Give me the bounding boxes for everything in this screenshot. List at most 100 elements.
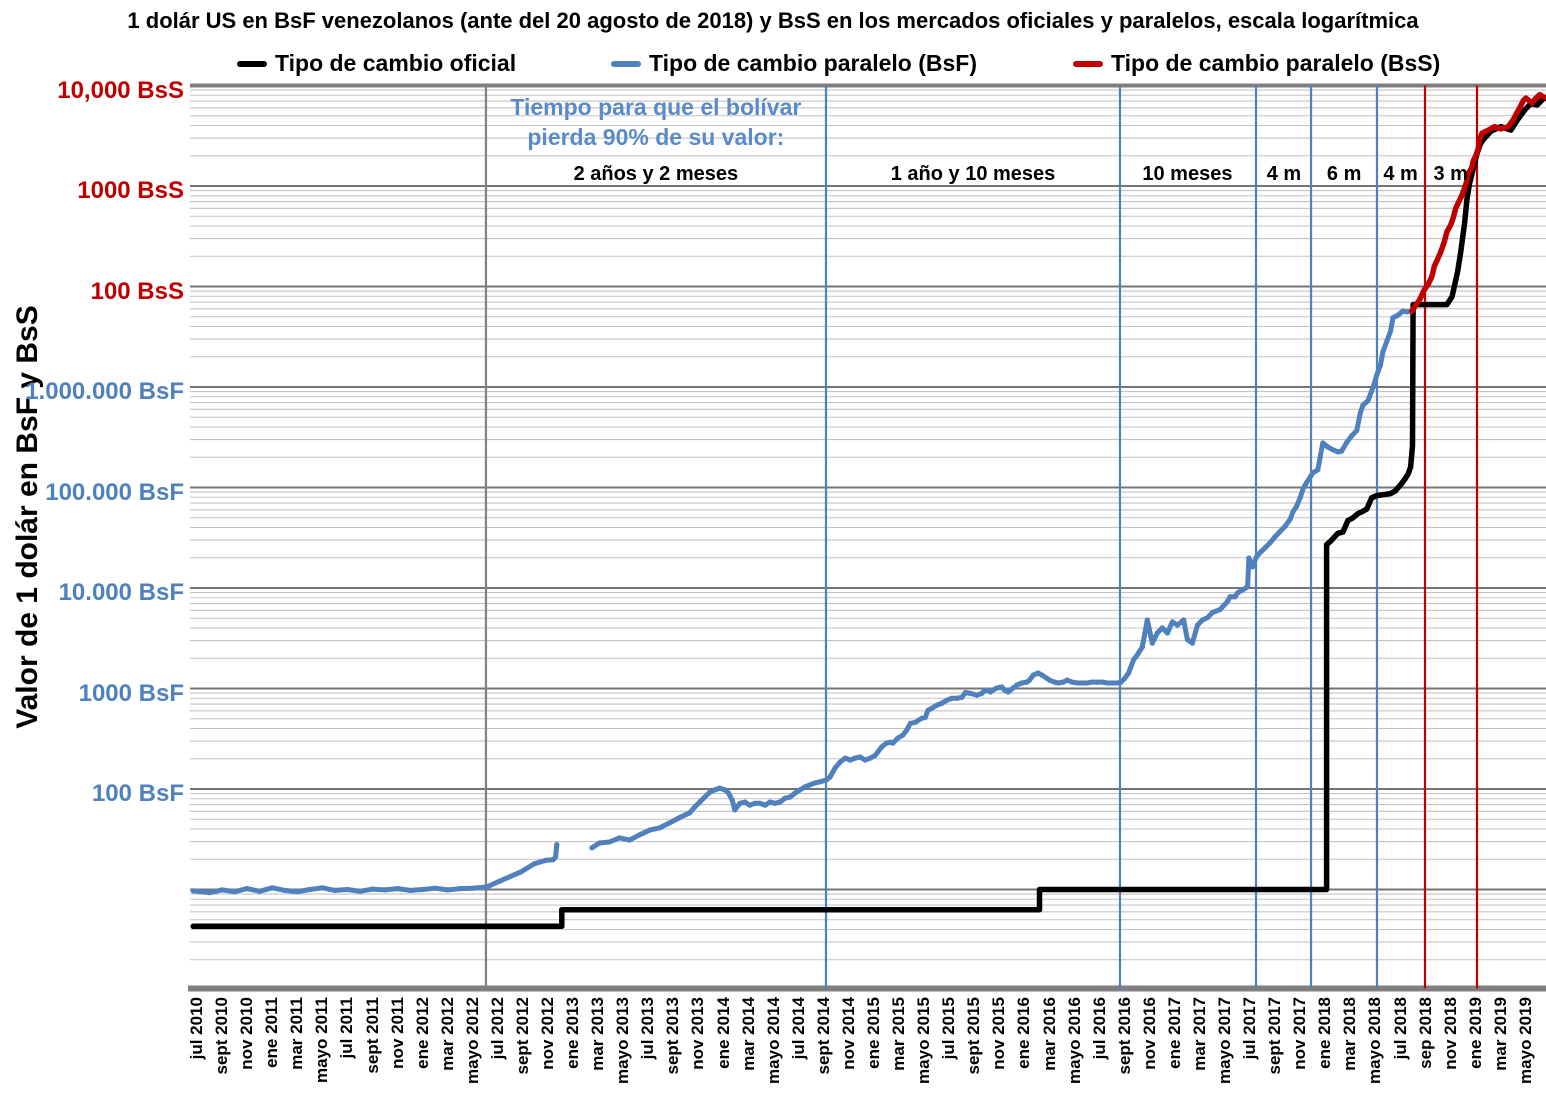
period-segment-label: 4 m	[1383, 163, 1418, 185]
series-marker	[1246, 555, 1252, 561]
series-marker	[470, 885, 476, 891]
series-marker	[206, 890, 213, 896]
series-marker	[1307, 474, 1313, 480]
series-marker	[1330, 447, 1336, 453]
series-marker	[1354, 428, 1360, 434]
series-marker	[787, 794, 793, 800]
series-marker	[1046, 677, 1053, 683]
x-tick-label: jul 2010	[187, 997, 206, 1060]
legend-dash-blue-icon	[611, 60, 641, 67]
series-marker	[944, 697, 950, 703]
series-marker	[1394, 313, 1400, 319]
series-marker	[269, 885, 275, 891]
y-tick-label: 10,000 BsS	[57, 76, 184, 104]
series-marker	[1079, 680, 1085, 686]
series-marker	[742, 799, 748, 805]
series-marker	[939, 700, 945, 706]
series-marker	[1074, 680, 1080, 686]
series-marker	[1109, 680, 1115, 686]
series-marker	[802, 784, 808, 790]
series-marker	[842, 755, 848, 761]
series-marker	[1303, 480, 1310, 486]
series-marker	[307, 886, 313, 893]
series-marker	[1194, 622, 1201, 628]
series-marker	[837, 759, 843, 765]
series-marker	[357, 888, 363, 894]
series-marker	[1315, 467, 1321, 473]
y-axis-title: Valor de 1 dolár en BsF y BsS	[11, 305, 44, 729]
x-tick-label: sep 2018	[1415, 997, 1435, 1069]
series-marker	[395, 886, 401, 892]
series-marker	[1389, 321, 1395, 327]
series-marker	[983, 687, 989, 693]
x-tick-label: mayo 2015	[914, 997, 934, 1084]
x-tick-label: sept 2011	[362, 997, 382, 1074]
series-marker	[294, 889, 300, 895]
series-marker	[747, 802, 753, 808]
series-marker	[1360, 402, 1366, 408]
series-marker	[823, 777, 830, 783]
series-marker	[1122, 675, 1128, 682]
series-marker	[457, 886, 463, 892]
series-marker	[1026, 677, 1033, 683]
series-marker	[1384, 338, 1390, 344]
series-marker	[542, 857, 549, 864]
series-marker	[1377, 362, 1384, 368]
x-tick-label: nov 2017	[1290, 997, 1310, 1070]
x-tick-label: jul 2011	[337, 997, 357, 1059]
x-tick-label: nov 2016	[1139, 997, 1159, 1070]
series-marker	[962, 689, 969, 696]
series-marker	[1253, 554, 1259, 560]
series-marker	[517, 869, 524, 875]
series-marker	[954, 695, 960, 701]
series-marker	[1064, 677, 1070, 683]
legend-dash-black-icon	[237, 60, 267, 67]
legend-item-oficial: Tipo de cambio oficial	[237, 50, 516, 77]
series-marker	[1184, 637, 1190, 643]
series-marker	[1282, 523, 1288, 529]
series-marker	[1084, 680, 1090, 686]
legend-label-paralelo-bss: Tipo de cambio paralelo (BsS)	[1111, 50, 1441, 76]
x-tick-label: mar 2011	[287, 997, 307, 1070]
series-marker	[732, 807, 738, 813]
series-marker	[1189, 640, 1195, 646]
series-marker	[1267, 540, 1273, 546]
x-tick-label: nov 2012	[538, 997, 558, 1070]
series-marker	[934, 702, 940, 708]
legend-label-oficial: Tipo de cambio oficial	[275, 50, 517, 76]
series-marker	[1019, 680, 1025, 686]
series-marker	[872, 752, 878, 759]
series-marker	[1130, 657, 1137, 663]
series-marker	[807, 782, 813, 788]
x-tick-label: sept 2014	[813, 997, 833, 1075]
series-marker	[726, 790, 732, 796]
series-marker	[1154, 630, 1160, 636]
series-marker	[722, 787, 728, 793]
series-marker	[922, 714, 929, 720]
period-segment-label: 2 años y 2 meses	[573, 163, 739, 185]
y-tick-label: 100 BsS	[90, 277, 184, 305]
series-marker	[1209, 609, 1216, 616]
series-marker	[1370, 384, 1376, 390]
series-marker	[702, 794, 708, 800]
series-marker	[895, 735, 901, 741]
series-marker	[827, 774, 833, 780]
series-marker	[1339, 448, 1345, 454]
y-tick-label: 10.000 BsF	[58, 579, 184, 606]
annotation-title-line2: pierda 90% de su valor:	[527, 124, 785, 150]
series-marker	[974, 692, 980, 698]
x-tick-label: mar 2014	[738, 997, 758, 1071]
series-marker	[1099, 679, 1105, 685]
legend-label-paralelo-bsf: Tipo de cambio paralelo (BsF)	[649, 50, 978, 76]
series-marker	[772, 800, 778, 806]
series-marker	[1227, 594, 1233, 600]
series-marker	[1149, 640, 1155, 646]
series-marker	[1293, 503, 1300, 509]
y-tick-label: 1000 BsF	[78, 679, 184, 707]
series-marker	[1349, 433, 1355, 439]
series-marker	[1014, 682, 1020, 688]
x-tick-label: mayo 2013	[613, 997, 633, 1084]
series-marker	[1357, 409, 1363, 416]
series-marker	[1010, 685, 1016, 691]
